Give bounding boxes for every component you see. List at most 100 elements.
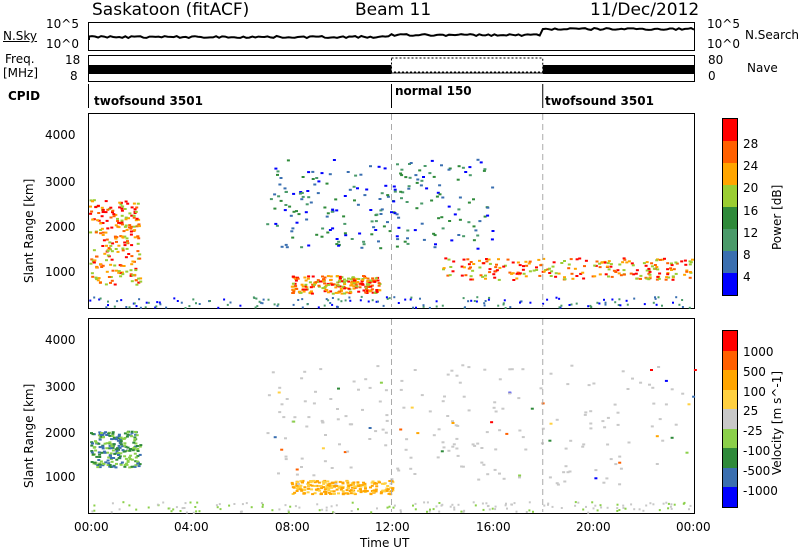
data-cell [327, 291, 330, 294]
data-cell [593, 275, 597, 278]
data-cell [688, 260, 692, 263]
data-cell [476, 247, 480, 250]
data-cell [554, 275, 558, 278]
data-cell [343, 281, 347, 284]
data-cell [133, 465, 137, 468]
data-cell [601, 420, 605, 423]
data-cell [352, 185, 356, 188]
data-cell [568, 470, 572, 473]
data-cell [472, 239, 476, 242]
data-cell [332, 159, 336, 161]
data-cell [687, 403, 691, 406]
data-cell [110, 460, 114, 463]
data-cell [338, 280, 342, 283]
data-cell [337, 387, 340, 390]
data-cell [283, 187, 287, 190]
noise-panel [88, 22, 695, 51]
data-cell [93, 461, 97, 464]
data-cell [658, 272, 662, 275]
data-cell [346, 481, 350, 484]
data-cell [384, 389, 388, 392]
data-cell [618, 461, 622, 464]
data-cell [105, 270, 109, 273]
data-cell [674, 272, 678, 275]
data-cell [109, 248, 112, 251]
data-cell [627, 441, 631, 444]
data-cell [276, 173, 279, 176]
data-cell [388, 230, 392, 233]
data-cell [89, 231, 93, 234]
data-cell [480, 447, 484, 449]
data-cell [451, 270, 455, 273]
data-cell [418, 169, 422, 172]
colorbar-segment [723, 141, 737, 163]
data-cell [326, 483, 330, 486]
data-cell [96, 219, 100, 222]
ground-scatter-cell [287, 509, 290, 512]
data-cell [120, 271, 124, 274]
data-cell [101, 464, 105, 467]
ground-scatter-cell [419, 297, 421, 300]
ground-scatter-cell [239, 304, 242, 307]
colorbar-segment [723, 370, 737, 390]
data-cell [635, 269, 639, 272]
data-cell [359, 488, 362, 491]
ground-scatter-cell [196, 501, 199, 504]
data-cell [119, 203, 123, 206]
data-cell [316, 487, 320, 490]
data-cell [437, 428, 441, 431]
ground-scatter-cell [173, 297, 176, 300]
data-cell [107, 462, 111, 465]
data-cell [650, 369, 653, 371]
ground-scatter-cell [415, 306, 417, 309]
data-cell [369, 492, 373, 495]
data-cell [115, 269, 118, 272]
ground-scatter-cell [262, 298, 265, 301]
data-cell [353, 485, 357, 488]
ground-scatter-cell [292, 303, 295, 306]
data-cell [518, 429, 522, 432]
data-cell [416, 178, 420, 181]
data-cell [110, 258, 114, 261]
data-cell [111, 209, 115, 212]
data-cell [323, 206, 327, 209]
ground-scatter-cell [422, 304, 425, 307]
ground-scatter-cell [487, 504, 490, 507]
ground-scatter-cell [614, 301, 617, 304]
data-cell [279, 199, 283, 202]
data-cell [665, 276, 669, 279]
data-cell [117, 457, 121, 459]
data-cell [129, 458, 132, 461]
data-cell [381, 428, 385, 431]
data-cell [97, 459, 101, 461]
ground-scatter-cell [167, 507, 170, 510]
data-cell [522, 265, 525, 268]
data-cell [324, 284, 328, 287]
data-cell [524, 275, 528, 278]
data-cell [301, 479, 305, 482]
data-cell [92, 446, 96, 449]
data-cell [99, 222, 103, 225]
data-cell [116, 447, 120, 450]
ground-scatter-cell [93, 509, 96, 512]
data-cell [549, 275, 553, 277]
ground-scatter-cell [505, 502, 507, 505]
data-cell [274, 222, 278, 225]
data-cell [118, 446, 122, 449]
ground-scatter-cell [336, 306, 339, 309]
ground-scatter-cell [457, 503, 460, 506]
data-cell [284, 458, 288, 461]
data-cell [90, 432, 93, 435]
data-cell [117, 221, 121, 224]
data-cell [502, 265, 506, 268]
data-cell [578, 257, 582, 260]
data-cell [606, 443, 610, 446]
data-cell [485, 258, 488, 260]
ground-scatter-cell [256, 305, 259, 308]
data-cell [352, 285, 356, 288]
data-cell [652, 402, 656, 405]
data-cell [442, 267, 446, 270]
data-cell [461, 166, 465, 169]
data-cell [364, 286, 368, 289]
ground-scatter-cell [198, 510, 201, 513]
